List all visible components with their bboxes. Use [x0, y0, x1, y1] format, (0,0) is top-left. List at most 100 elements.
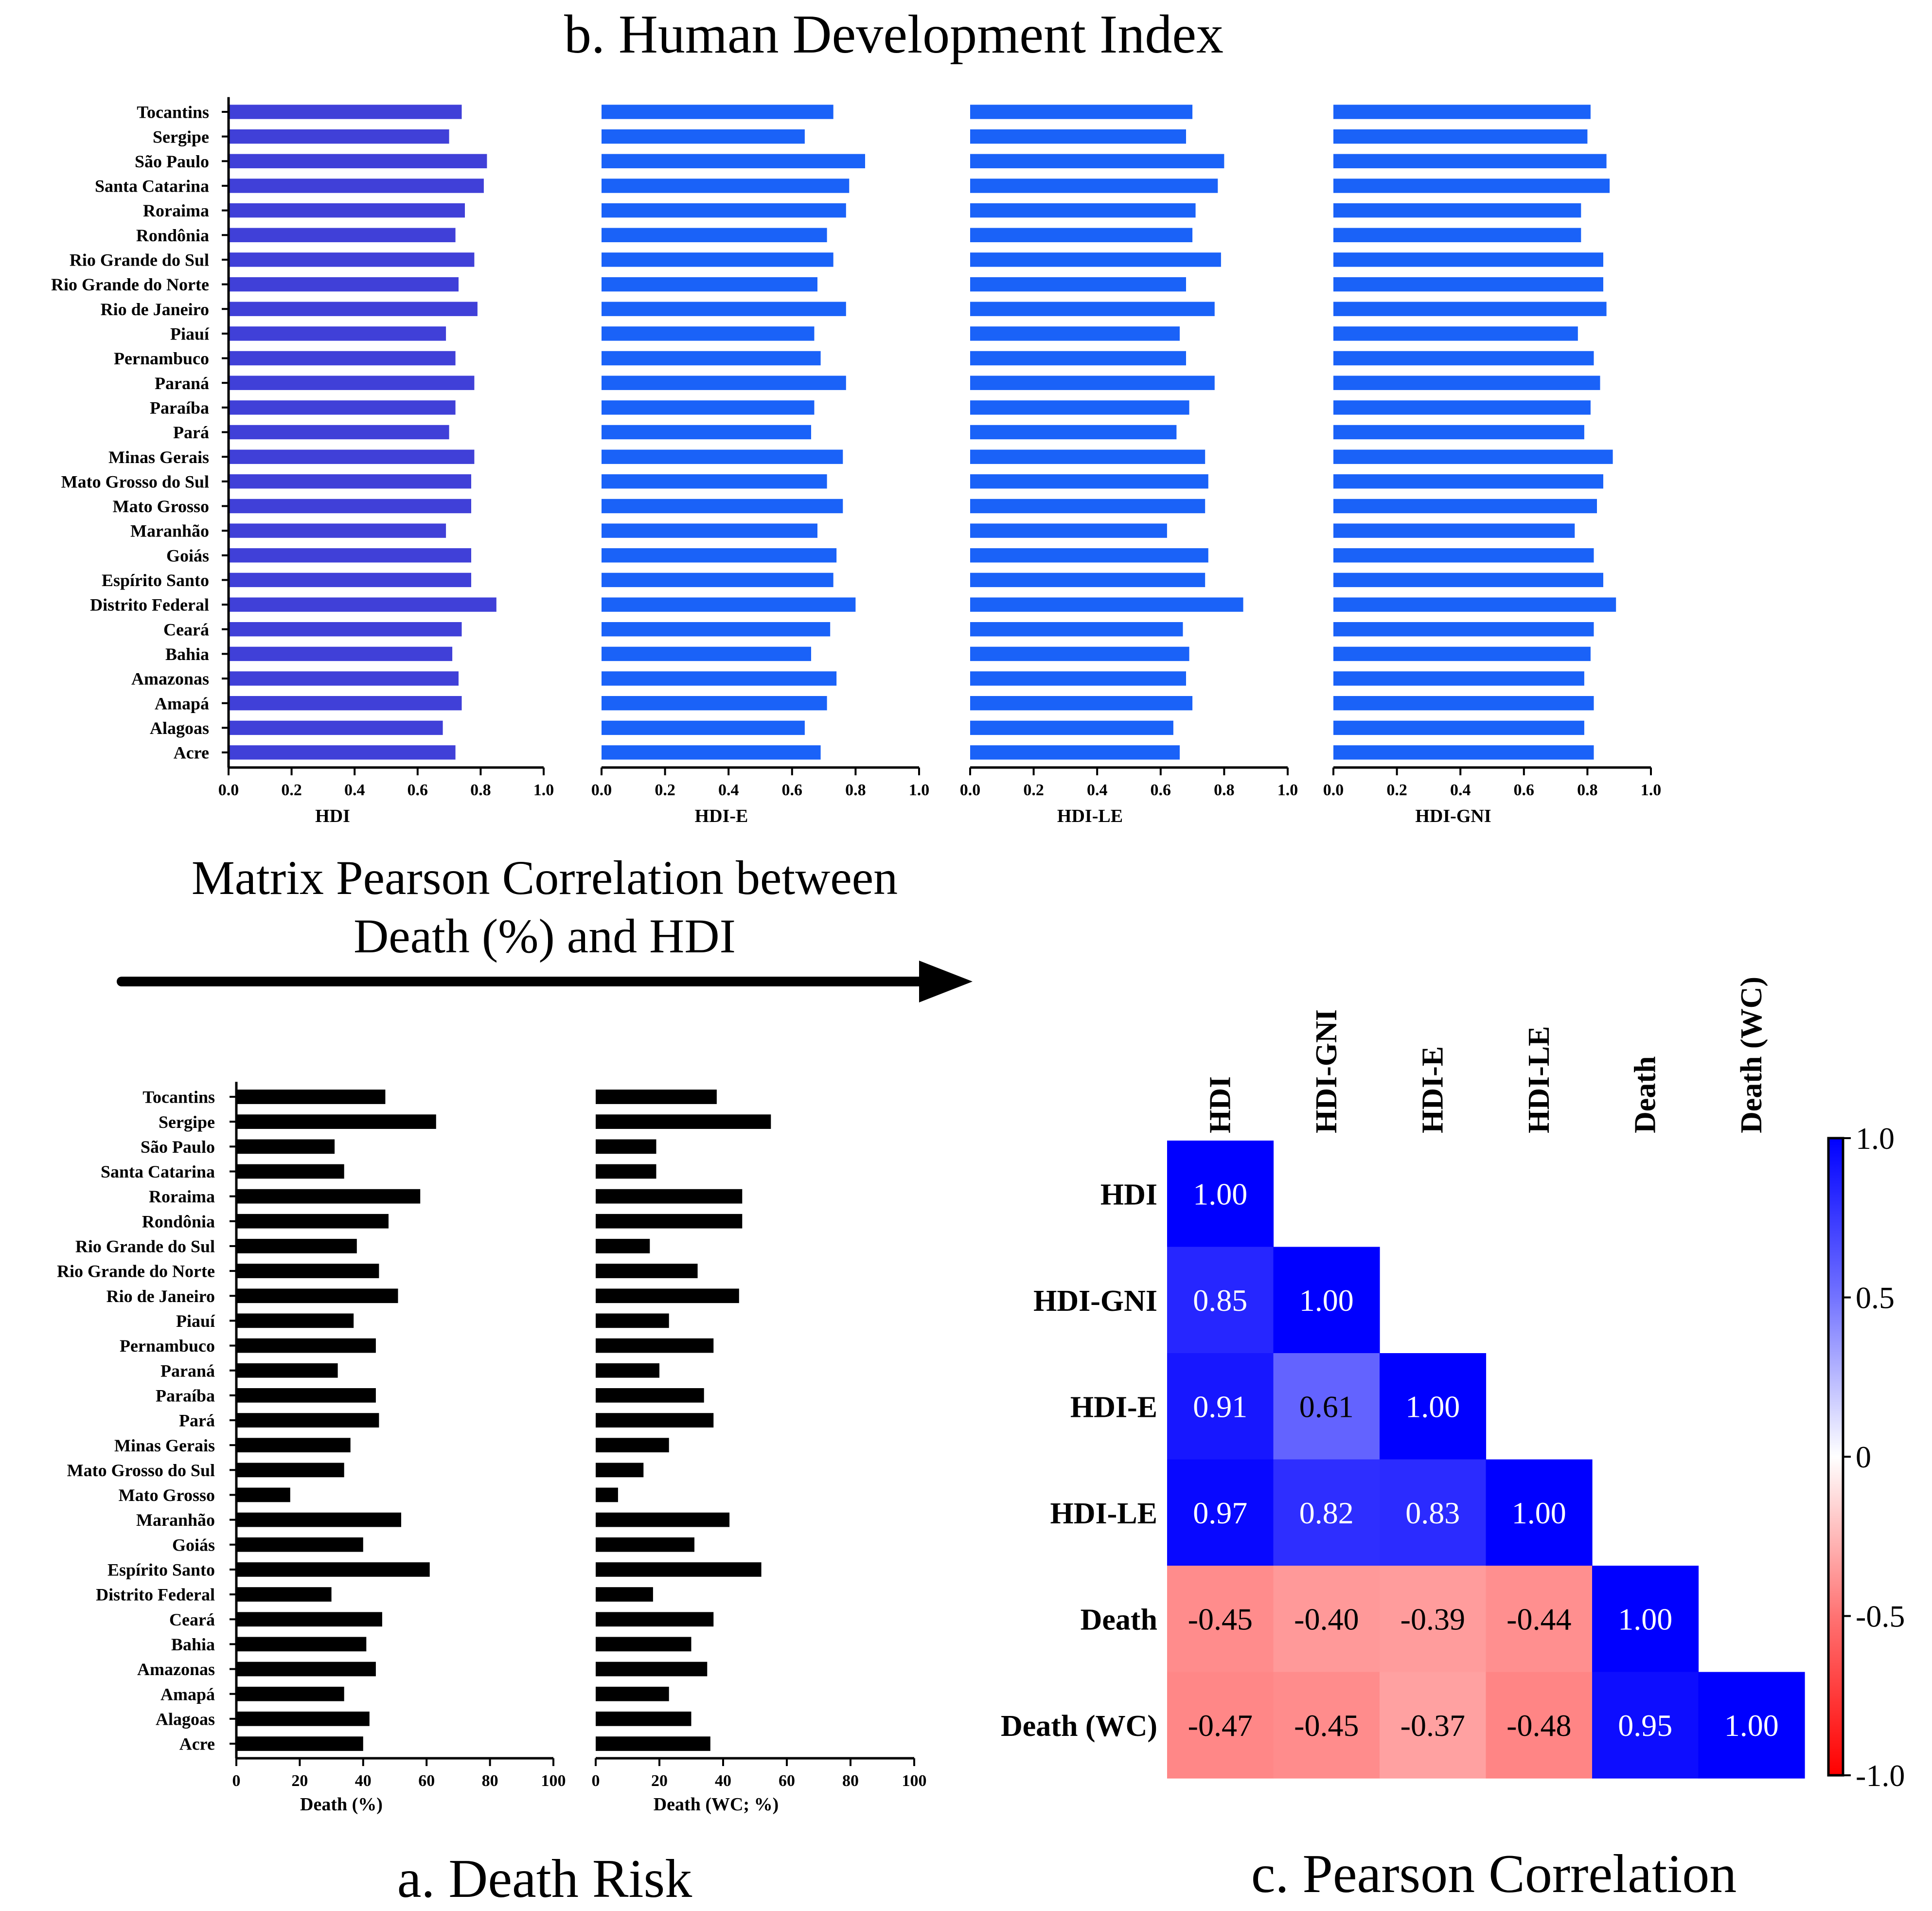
- bar-sergipe: [970, 129, 1186, 144]
- heatmap-value: 1.00: [1299, 1283, 1354, 1318]
- bar-mato-grosso: [229, 499, 471, 514]
- category-label-rondonia: Rondônia: [142, 1212, 215, 1231]
- x-tick-label: 1.0: [1277, 781, 1298, 799]
- heatmap-value: 0.91: [1193, 1389, 1247, 1424]
- heatmap-cell-hdi-e-hdi: [1167, 1353, 1274, 1460]
- heatmap-cell-death-wc-hdi-e: [1380, 1672, 1487, 1779]
- bar-mato-grosso-do-sul: [602, 474, 827, 489]
- x-tick-label: 0.2: [281, 781, 302, 799]
- title-matrix-line2: Death (%) and HDI: [354, 909, 736, 963]
- category-label-alagoas: Alagoas: [150, 718, 209, 738]
- bar-mato-grosso: [236, 1487, 290, 1502]
- bar-pernambuco: [602, 351, 821, 366]
- bar-paraiba: [229, 400, 456, 415]
- category-label-mato-grosso: Mato Grosso: [113, 497, 209, 516]
- bar-piaui: [596, 1313, 669, 1328]
- x-tick-label: 0.2: [1386, 781, 1407, 799]
- colorbar-tick-label: 0: [1856, 1440, 1871, 1474]
- bar-rondonia: [596, 1214, 743, 1229]
- heatmap-cell-death-wc-hdi-le: [1486, 1672, 1593, 1779]
- bar-rio-de-janeiro: [970, 302, 1215, 316]
- bar-para: [596, 1413, 714, 1428]
- bar-rio-grande-do-norte: [596, 1264, 698, 1278]
- bar-espirito-santo: [229, 572, 471, 588]
- bar-goias: [970, 548, 1208, 563]
- bar-rio-grande-do-norte: [1333, 277, 1603, 292]
- bar-roraima: [236, 1189, 421, 1204]
- category-label-amazonas: Amazonas: [131, 669, 209, 689]
- bar-rio-de-janeiro: [229, 302, 478, 316]
- row-label-hdi-le: HDI-LE: [1050, 1497, 1157, 1530]
- bar-bahia: [596, 1637, 691, 1652]
- bar-alagoas: [602, 720, 805, 735]
- category-label-santa-catarina: Santa Catarina: [101, 1162, 215, 1181]
- heatmap-cell-hdi-gni-hdi: [1167, 1247, 1274, 1354]
- bar-roraima: [970, 203, 1196, 218]
- x-tick-label: 1.0: [909, 781, 930, 799]
- row-label-hdi-e: HDI-E: [1070, 1391, 1157, 1424]
- colorbar-gradient: [1827, 1137, 1844, 1777]
- bar-minas-gerais: [970, 449, 1205, 464]
- bar-mato-grosso-do-sul: [229, 474, 471, 489]
- bar-parana: [1333, 375, 1600, 390]
- x-tick-label: 0.0: [218, 781, 239, 799]
- column-label-hdi-le: HDI-LE: [1523, 1026, 1556, 1133]
- bar-rio-de-janeiro: [236, 1288, 398, 1304]
- x-tick-label: 0.2: [1023, 781, 1044, 799]
- x-tick-label: 0: [592, 1772, 600, 1790]
- x-axis-label-hdi-e: HDI-E: [695, 806, 748, 826]
- bar-ceara: [596, 1612, 714, 1627]
- bar-sao-paulo: [236, 1139, 335, 1154]
- bar-amapa: [596, 1686, 669, 1701]
- bar-acre: [229, 745, 456, 760]
- bar-pernambuco: [596, 1338, 714, 1353]
- category-label-para: Pará: [179, 1411, 215, 1430]
- category-label-paraiba: Paraíba: [156, 1386, 215, 1405]
- bar-minas-gerais: [236, 1438, 351, 1452]
- bar-sergipe: [236, 1114, 436, 1129]
- bar-sergipe: [596, 1114, 771, 1129]
- bar-bahia: [602, 646, 811, 661]
- category-label-espirito-santo: Espírito Santo: [102, 571, 209, 590]
- x-tick-label: 0.2: [655, 781, 675, 799]
- bar-parana: [229, 375, 475, 390]
- category-label-distrito-federal: Distrito Federal: [90, 595, 209, 615]
- category-label-pernambuco: Pernambuco: [120, 1336, 215, 1356]
- x-axis-label-death-wc: Death (WC; %): [654, 1794, 779, 1815]
- bar-chart-death: Tocantins Sergipe São Paulo Santa Catarina R…: [57, 1082, 566, 1815]
- bar-mato-grosso: [596, 1487, 618, 1502]
- category-label-alagoas: Alagoas: [156, 1709, 215, 1729]
- bar-para: [229, 425, 449, 440]
- bar-chart-hdi-e: 0.0 0.2 0.4 0.6 0.8 1.0 HDI-E: [591, 105, 930, 826]
- title-hdi-panel: b. Human Development Index: [564, 4, 1223, 65]
- x-axis-label-hdi: HDI: [315, 806, 350, 826]
- heatmap-cell-death-wc-death: [1592, 1672, 1699, 1779]
- x-tick-label: 80: [482, 1772, 498, 1790]
- bar-parana: [596, 1363, 659, 1378]
- category-label-minas-gerais: Minas Gerais: [108, 447, 209, 467]
- bar-espirito-santo: [602, 572, 833, 588]
- bar-tocantins: [602, 105, 833, 119]
- bar-sao-paulo: [229, 154, 487, 168]
- bar-tocantins: [596, 1089, 717, 1104]
- bar-pernambuco: [1333, 351, 1594, 366]
- category-label-rio-grande-do-norte: Rio Grande do Norte: [57, 1262, 215, 1281]
- category-label-rio-grande-do-norte: Rio Grande do Norte: [51, 275, 209, 294]
- bar-minas-gerais: [1333, 449, 1613, 464]
- bar-rio-grande-do-norte: [970, 277, 1186, 292]
- heatmap-cell-hdi-e-hdi-gni: [1273, 1353, 1380, 1460]
- bar-goias: [602, 548, 837, 563]
- category-label-rio-de-janeiro: Rio de Janeiro: [101, 300, 209, 319]
- x-tick-label: 60: [779, 1772, 795, 1790]
- bar-roraima: [602, 203, 846, 218]
- category-label-piaui: Piauí: [170, 324, 210, 344]
- bar-alagoas: [596, 1712, 691, 1726]
- category-label-pernambuco: Pernambuco: [114, 349, 209, 368]
- category-label-sergipe: Sergipe: [153, 127, 209, 146]
- category-label-para: Pará: [173, 423, 209, 442]
- bar-sergipe: [602, 129, 805, 144]
- bar-sao-paulo: [596, 1139, 656, 1154]
- bar-parana: [602, 375, 846, 390]
- bar-ceara: [602, 622, 831, 637]
